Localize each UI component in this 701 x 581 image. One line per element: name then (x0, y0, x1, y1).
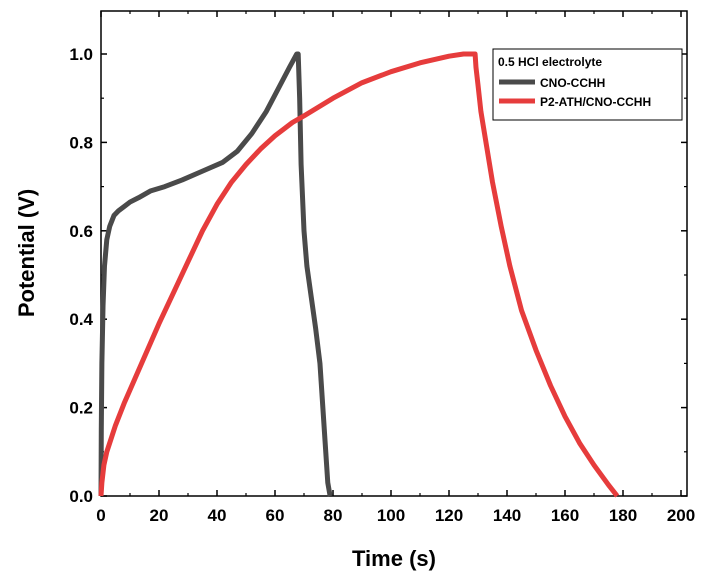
y-tick-label: 0.8 (69, 133, 93, 152)
x-tick-label: 120 (435, 506, 463, 525)
x-tick-label: 20 (150, 506, 169, 525)
y-axis-title: Potential (V) (14, 189, 39, 317)
x-tick-label: 160 (551, 506, 579, 525)
x-tick-label: 80 (324, 506, 343, 525)
y-tick-label: 0.2 (69, 399, 93, 418)
y-tick-label: 0.4 (69, 310, 93, 329)
y-tick-label: 1.0 (69, 45, 93, 64)
x-tick-label: 200 (667, 506, 695, 525)
legend-title: 0.5 HCl electrolyte (498, 55, 602, 69)
y-tick-label: 0.6 (69, 222, 93, 241)
legend: 0.5 HCl electrolyte CNO-CCHH P2-ATH/CNO-… (493, 49, 682, 120)
y-tick-label: 0.0 (69, 487, 93, 506)
x-tick-label: 60 (266, 506, 285, 525)
x-tick-label: 140 (493, 506, 521, 525)
x-tick-label: 40 (208, 506, 227, 525)
x-tick-label: 100 (377, 506, 405, 525)
legend-label-cno-cchh: CNO-CCHH (540, 76, 605, 90)
legend-label-p2-ath-cno-cchh: P2-ATH/CNO-CCHH (540, 95, 651, 109)
x-tick-label: 180 (609, 506, 637, 525)
x-tick-label: 0 (96, 506, 105, 525)
x-axis-title: Time (s) (352, 546, 436, 571)
